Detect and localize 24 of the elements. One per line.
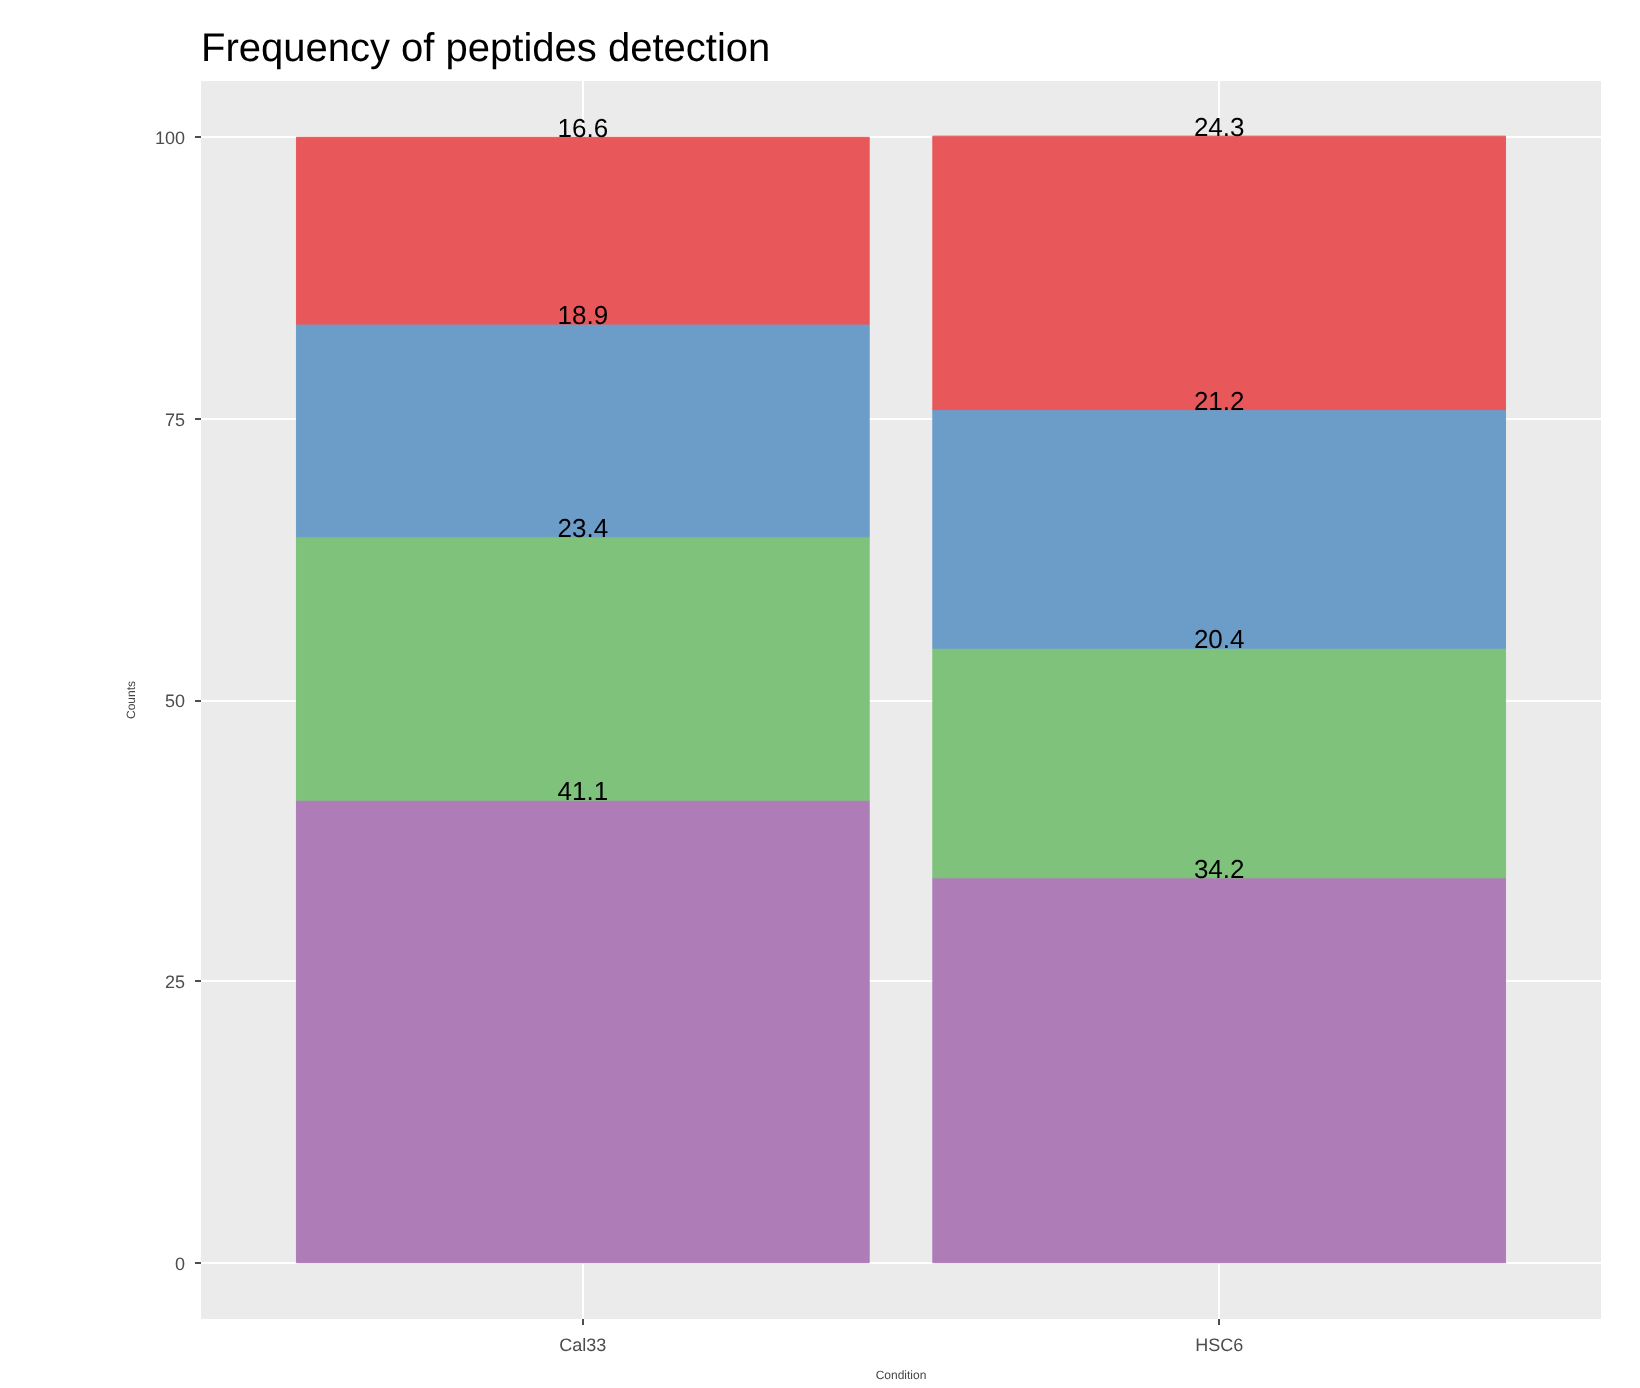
bar	[932, 135, 1507, 411]
bar	[932, 409, 1507, 649]
bar	[295, 136, 870, 325]
x-tick-label: HSC6	[1195, 1335, 1244, 1355]
y-tick-label: 75	[164, 409, 186, 430]
data-label: 18.9	[557, 300, 609, 331]
y-tick-label: 0	[174, 1253, 186, 1274]
x-tick-label: Cal33	[559, 1335, 607, 1355]
y-tick-label: 100	[154, 128, 186, 149]
y-tick-label: 25	[164, 972, 186, 993]
data-label: 24.3	[1193, 112, 1245, 143]
y-tick-label: 50	[164, 691, 186, 711]
data-label: 41.1	[557, 776, 609, 807]
data-label: 23.4	[557, 512, 609, 543]
bar	[295, 536, 870, 801]
data-label: 34.2	[1193, 853, 1245, 884]
bar	[932, 877, 1507, 1264]
data-label: 16.6	[557, 113, 609, 144]
chart-title: Frequency of peptides detection	[201, 27, 771, 71]
bar	[932, 647, 1507, 879]
data-label: 20.4	[1193, 624, 1245, 655]
data-label: 21.2	[1193, 385, 1245, 416]
bar	[295, 799, 870, 1264]
bar	[295, 323, 870, 538]
